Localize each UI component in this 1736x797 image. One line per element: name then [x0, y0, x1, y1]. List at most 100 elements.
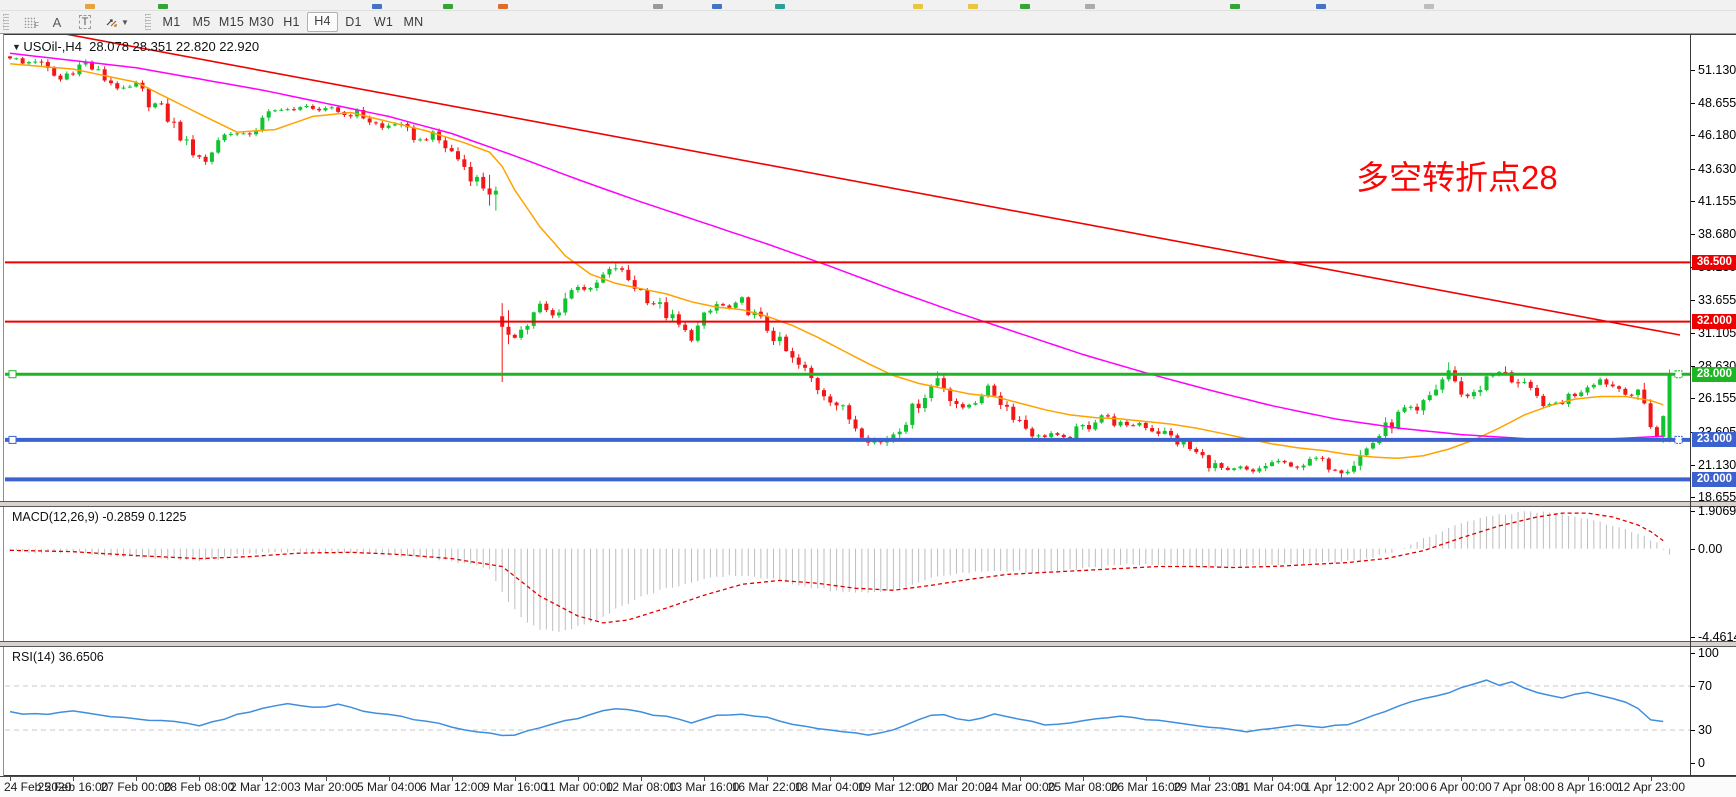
cropped-icon[interactable] [1316, 4, 1326, 9]
price-tick-dash [1691, 135, 1695, 136]
text-box-tool-icon[interactable]: T [71, 13, 99, 31]
time-axis-label: 24 Mar 00:00 [984, 780, 1056, 794]
time-axis-label: 2 Mar 12:00 [229, 780, 295, 794]
rsi-line [9, 679, 1664, 737]
price-tick-dash [1691, 234, 1695, 235]
macd-tick-label: -4.4614 [1698, 630, 1736, 644]
timeframe-button-w1[interactable]: W1 [373, 15, 394, 29]
ohlc-values: 28.078 28.351 22.820 22.920 [89, 39, 260, 54]
level-price-badge: 20.000 [1692, 472, 1736, 487]
panel-separator-rsi[interactable] [0, 641, 1736, 647]
toolbar-drag-handle[interactable] [3, 14, 9, 30]
cropped-icon[interactable] [1020, 4, 1030, 9]
time-tick [641, 777, 642, 781]
time-axis-label: 26 Mar 16:00 [1110, 780, 1182, 794]
time-tick [1020, 777, 1021, 781]
line-handle-icon[interactable] [8, 435, 17, 444]
time-axis-label: 27 Feb 00:00 [100, 780, 172, 794]
time-axis-label: 18 Mar 04:00 [794, 780, 866, 794]
moving-average-slow-magenta[interactable] [9, 52, 1664, 441]
rsi-panel[interactable] [5, 647, 1690, 775]
time-axis-label: 8 Apr 16:00 [1557, 780, 1619, 794]
time-axis-label: 6 Mar 12:00 [419, 780, 485, 794]
timeframe-button-d1[interactable]: D1 [345, 15, 362, 29]
price-tick-label: 51.130 [1698, 63, 1736, 77]
rsi-tick-label: 70 [1698, 679, 1712, 693]
time-axis-label: 25 Mar 08:00 [1047, 780, 1119, 794]
time-axis-label: 16 Mar 22:00 [731, 780, 803, 794]
time-tick [1651, 777, 1652, 781]
rsi-tick-label: 30 [1698, 723, 1712, 737]
level-price-badge: 36.500 [1692, 255, 1736, 270]
timeframe-button-h4[interactable]: H4 [307, 12, 338, 32]
cropped-icon[interactable] [775, 4, 785, 9]
level-price-badge: 32.000 [1692, 314, 1736, 329]
macd-panel[interactable] [5, 507, 1690, 641]
symbol-dropdown-triangle-icon[interactable]: ▼ [12, 42, 24, 52]
timeframe-button-mn[interactable]: MN [403, 15, 424, 29]
macd-tick-label: 0.00 [1698, 542, 1723, 556]
text-label-tool-icon[interactable]: A [52, 14, 62, 30]
symbol-ohlc-label: ▼ USOil-,H4 28.078 28.351 22.820 22.920 [12, 39, 259, 54]
cropped-icon[interactable] [1230, 4, 1240, 9]
grid-dots-icon[interactable]: F [15, 13, 43, 31]
time-axis-label: 19 Mar 12:00 [857, 780, 929, 794]
cropped-icon[interactable] [712, 4, 722, 9]
rsi-panel-bottom-border [4, 775, 1736, 776]
grid-f-letter: F [34, 21, 39, 30]
time-axis-label: 7 Apr 08:00 [1493, 780, 1555, 794]
price-tick-dash [1691, 201, 1695, 202]
cropped-icon[interactable] [913, 4, 923, 9]
time-axis: 24 Feb 2020 25 Feb 16:00 27 Feb 00:00 28 Fe… [0, 776, 1736, 797]
cropped-icon[interactable] [85, 4, 95, 9]
macd-tick-dash [1691, 637, 1695, 638]
timeframe-button-m1[interactable]: M1 [162, 15, 181, 29]
cropped-icon[interactable] [1424, 4, 1434, 9]
line-handle-icon[interactable] [8, 370, 17, 379]
price-tick-dash [1691, 300, 1695, 301]
time-axis-label: 24 Feb 2020 [4, 780, 72, 794]
chart-annotation-text[interactable]: 多空转折点28 [1356, 159, 1558, 196]
time-tick [1209, 777, 1210, 781]
price-tick-dash [1691, 333, 1695, 334]
timeframe-button-m5[interactable]: M5 [192, 15, 211, 29]
timeframe-group-handle[interactable] [145, 14, 151, 30]
cropped-icon[interactable] [372, 4, 382, 9]
time-tick [578, 777, 579, 781]
rsi-tick-dash [1691, 763, 1695, 764]
arrange-tool-icon[interactable]: ▼ [99, 13, 135, 31]
main-chart-panel[interactable] [5, 35, 1690, 502]
chart-window [0, 33, 1736, 797]
timeframe-button-h1[interactable]: H1 [283, 15, 300, 29]
price-axis-divider[interactable] [1690, 34, 1691, 776]
price-tick-dash [1691, 169, 1695, 170]
cropped-icon[interactable] [653, 4, 663, 9]
time-tick [1588, 777, 1589, 781]
cropped-icon[interactable] [498, 4, 508, 9]
time-tick [199, 777, 200, 781]
price-tick-dash [1691, 398, 1695, 399]
moving-average-fast-orange[interactable] [9, 63, 1664, 460]
time-axis-label: 25 Feb 16:00 [37, 780, 109, 794]
timeframe-button-m15[interactable]: M15 [218, 15, 245, 29]
line-handle-icon[interactable] [1674, 370, 1683, 379]
timeframe-button-m30[interactable]: M30 [248, 15, 275, 29]
level-price-badge: 23.000 [1692, 432, 1736, 447]
cropped-icon[interactable] [968, 4, 978, 9]
line-handle-icon[interactable] [1674, 435, 1683, 444]
descending-trendline[interactable] [60, 35, 1681, 336]
cropped-icon[interactable] [158, 4, 168, 9]
time-tick [1272, 777, 1273, 781]
macd-tick-dash [1691, 511, 1695, 512]
time-tick [515, 777, 516, 781]
time-axis-label: 28 Feb 08:00 [163, 780, 235, 794]
time-tick [1146, 777, 1147, 781]
cropped-icon[interactable] [1085, 4, 1095, 9]
rsi-tick-dash [1691, 653, 1695, 654]
chart-toolbar: F A T ▼ M1 M5 M15 M30 H1 H4 D1 W1 MN [0, 11, 1736, 34]
time-axis-label: 6 Apr 00:00 [1430, 780, 1492, 794]
panel-separator-macd[interactable] [0, 501, 1736, 507]
time-tick [767, 777, 768, 781]
cropped-icon[interactable] [443, 4, 453, 9]
